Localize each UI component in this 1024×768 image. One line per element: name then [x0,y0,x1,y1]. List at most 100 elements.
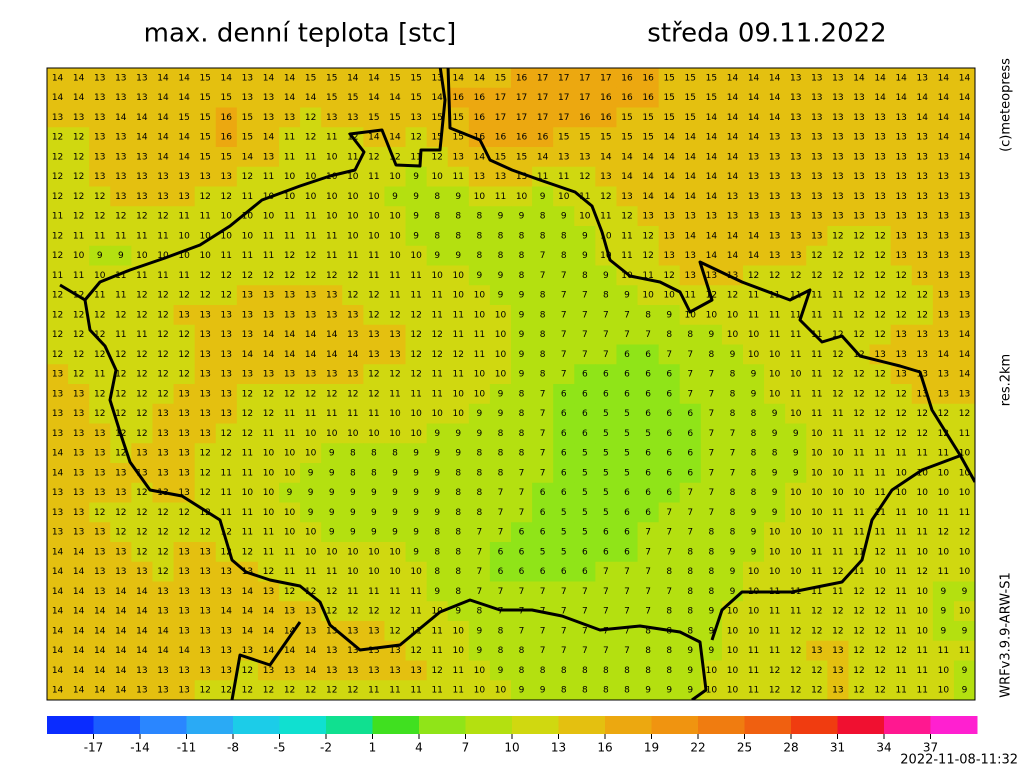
colorbar-tick-label: 34 [876,741,891,755]
temperature-value: 9 [666,310,672,320]
temperature-cell [152,166,175,187]
temperature-value: 5 [582,488,588,498]
temperature-value: 13 [832,212,843,222]
temperature-value: 8 [540,212,546,222]
temperature-value: 13 [305,607,316,617]
temperature-value: 6 [666,449,672,459]
temperature-cell [110,68,132,89]
temperature-value: 6 [540,567,546,577]
temperature-cell [89,68,111,89]
temperature-value: 12 [157,547,168,557]
temperature-value: 12 [178,350,189,360]
temperature-cell [532,87,554,108]
temperature-value: 10 [305,192,317,202]
temperature-cell [447,186,470,207]
temperature-value: 14 [52,449,64,459]
temperature-value: 14 [621,172,633,182]
temperature-value: 5 [582,528,588,538]
temperature-value: 14 [706,152,718,162]
temperature-value: 13 [73,468,84,478]
temperature-cell [257,68,280,89]
temperature-value: 14 [284,330,296,340]
temperature-value: 13 [811,152,822,162]
temperature-value: 12 [52,152,63,162]
temperature-value: 12 [136,291,147,301]
temperature-value: 13 [685,212,696,222]
temperature-cell [743,166,765,187]
temperature-value: 8 [708,528,714,538]
colorbar: -17 -14 -11 -8 -5 -2 1 4 7 10 13 16 19 22 25 28 31 34 37 [47,716,978,755]
temperature-cell [806,107,828,128]
temperature-value: 9 [940,626,946,636]
temperature-value: 10 [305,547,317,557]
temperature-cell [405,127,428,148]
colorbar-tick-label: -2 [320,741,332,755]
temperature-value: 9 [476,409,482,419]
temperature-value: 13 [389,666,400,676]
temperature-value: 10 [959,488,971,498]
temperature-value: 11 [242,449,253,459]
temperature-value: 6 [498,547,504,557]
temperature-value: 9 [772,409,778,419]
temperature-value: 9 [413,212,419,222]
temperature-value: 13 [558,152,569,162]
temperature-value: 14 [115,686,127,696]
temperature-value: 7 [519,587,525,597]
temperature-cell [89,87,111,108]
temperature-cell [658,206,681,227]
temperature-value: 15 [706,73,717,83]
temperature-value: 15 [221,93,232,103]
temperature-value: 13 [790,113,801,123]
temperature-value: 8 [540,291,546,301]
temperature-value: 10 [389,409,401,419]
temperature-value: 8 [730,409,736,419]
temperature-cell [68,245,90,266]
temperature-value: 7 [603,310,609,320]
temperature-value: 5 [603,429,609,439]
temperature-value: 11 [832,409,843,419]
temperature-cell [595,147,617,168]
temperature-value: 13 [874,192,885,202]
temperature-value: 11 [832,587,843,597]
temperature-value: 13 [178,547,189,557]
temperature-value: 13 [52,389,63,399]
temperature-value: 11 [263,172,274,182]
temperature-value: 14 [52,93,64,103]
temperature-value: 7 [687,389,693,399]
temperature-value: 14 [136,626,148,636]
temperature-value: 9 [371,528,377,538]
temperature-value: 10 [642,291,654,301]
temperature-value: 10 [706,686,718,696]
temperature-cell [236,87,259,108]
temperature-value: 9 [751,528,757,538]
temperature-cell [848,166,871,187]
temperature-cell [342,68,364,89]
temperature-value: 11 [832,310,843,320]
temperature-value: 11 [368,686,379,696]
colorbar-segment [605,716,652,734]
temperature-value: 14 [642,152,654,162]
temperature-cell [764,127,786,148]
temperature-value: 9 [455,192,461,202]
temperature-value: 10 [263,468,275,478]
temperature-value: 15 [368,113,379,123]
temperature-cell [110,245,132,266]
temperature-value: 7 [561,271,567,281]
colorbar-segment [884,716,931,734]
temperature-cell [489,206,512,227]
temperature-value: 8 [498,449,504,459]
temperature-value: 16 [537,133,549,143]
temperature-value: 14 [73,666,85,676]
temperature-value: 14 [242,152,254,162]
temperature-cell [300,206,322,227]
temperature-value: 8 [519,389,525,399]
temperature-value: 11 [242,468,253,478]
temperature-cell [511,147,533,168]
temperature-value: 12 [832,271,843,281]
temperature-cell [47,226,69,247]
temperature-value: 6 [561,567,567,577]
temperature-value: 14 [706,113,718,123]
temperature-value: 7 [561,626,567,636]
temperature-value: 10 [727,626,739,636]
temperature-cell [953,226,975,247]
